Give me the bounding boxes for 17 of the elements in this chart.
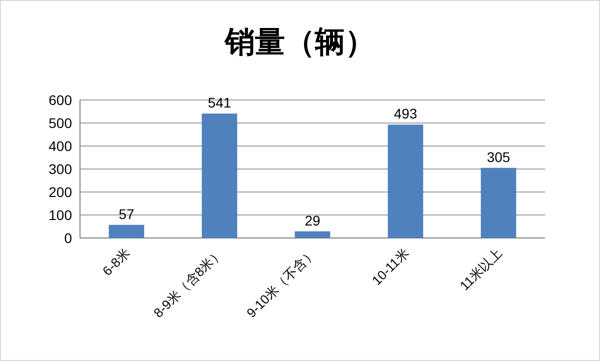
- y-tick-label: 500: [48, 115, 72, 131]
- y-tick-label: 200: [48, 184, 72, 200]
- y-tick-label: 100: [48, 207, 72, 223]
- data-label: 493: [394, 106, 418, 122]
- y-tick-label: 600: [48, 92, 72, 108]
- y-tick-label: 300: [48, 161, 72, 177]
- x-tick-label: 9-10米（不含）: [244, 246, 319, 320]
- data-label: 29: [304, 212, 320, 228]
- title: 销量（辆）: [225, 26, 375, 59]
- x-tick-label: 11米以上: [456, 246, 505, 294]
- data-label: 57: [118, 206, 134, 222]
- data-label: 305: [486, 148, 510, 165]
- x-tick-label: 6-8米: [100, 246, 133, 279]
- y-tick-label: 0: [64, 230, 72, 246]
- data-label: 541: [208, 94, 232, 111]
- y-tick-label: 400: [48, 138, 72, 154]
- x-tick-label: 8-9米（含8米）: [150, 246, 226, 320]
